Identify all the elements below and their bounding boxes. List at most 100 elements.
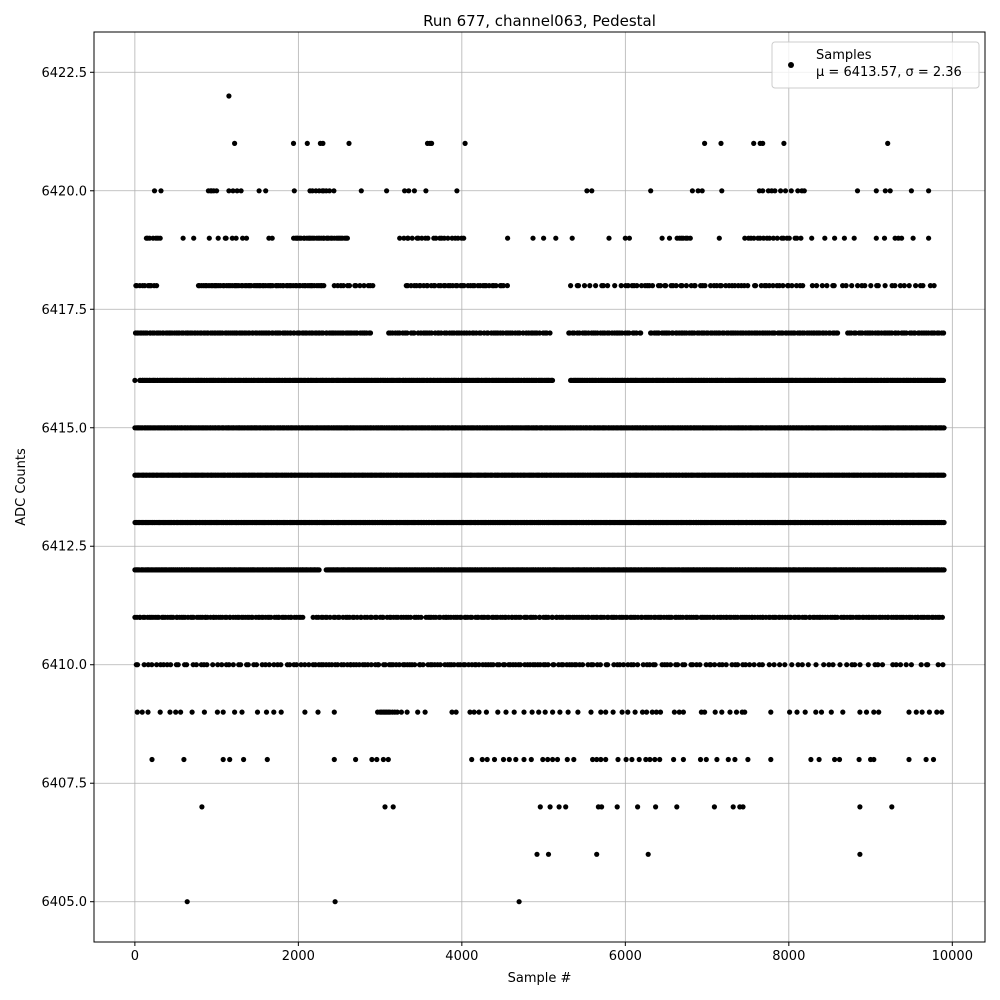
scatter-point <box>813 662 819 668</box>
scatter-point <box>502 662 508 668</box>
scatter-point <box>537 804 543 810</box>
scatter-point <box>745 756 751 763</box>
scatter-point <box>617 662 623 668</box>
scatter-point <box>550 756 556 763</box>
scatter-point <box>837 662 843 668</box>
scatter-point <box>254 709 261 715</box>
scatter-point <box>605 662 611 668</box>
scatter-point <box>173 709 179 715</box>
scatter-point <box>239 709 245 715</box>
scatter-point <box>469 614 475 620</box>
scatter-point <box>564 756 570 763</box>
scatter-point <box>149 662 155 668</box>
scatter-point <box>408 614 414 620</box>
scatter-point <box>865 662 871 668</box>
scatter-point <box>645 851 651 857</box>
scatter-point <box>856 756 862 763</box>
scatter-point <box>506 756 512 763</box>
scatter-point <box>635 804 641 810</box>
scatter-point <box>632 709 638 715</box>
scatter-point <box>139 709 145 715</box>
scatter-point <box>327 614 333 620</box>
scatter-point <box>711 804 718 810</box>
scatter-point <box>719 709 725 715</box>
scatter-point <box>906 709 912 715</box>
scatter-point <box>491 756 498 763</box>
scatter-point <box>449 709 455 715</box>
scatter-point <box>590 756 596 763</box>
scatter-point <box>332 899 338 905</box>
scatter-point <box>181 756 187 763</box>
scatter-point <box>374 614 380 620</box>
scatter-point <box>694 614 700 620</box>
scatter-point <box>599 804 605 810</box>
scatter-point <box>230 662 236 668</box>
scatter-point <box>462 662 468 668</box>
scatter-point <box>550 709 556 715</box>
scatter-point <box>380 614 386 620</box>
scatter-point <box>816 756 822 763</box>
scatter-point <box>844 662 850 668</box>
scatter-point <box>518 614 524 620</box>
scatter-point <box>747 662 753 668</box>
scatter-point <box>193 662 199 668</box>
scatter-point <box>725 756 731 763</box>
scatter-point <box>220 756 226 763</box>
scatter-point <box>703 756 709 763</box>
scatter-point <box>730 804 736 810</box>
scatter-point <box>597 662 604 668</box>
scatter-point <box>278 662 284 668</box>
scatter-point <box>871 756 877 763</box>
scatter-point <box>742 709 748 715</box>
scatter-point <box>557 709 563 715</box>
scatter-point <box>629 756 635 763</box>
scatter-point <box>759 662 766 668</box>
scatter-point <box>353 756 359 763</box>
scatter-point <box>575 709 581 715</box>
scatter-point <box>649 709 655 715</box>
scatter-point <box>199 804 205 810</box>
scatter-point <box>376 662 382 668</box>
scatter-point <box>714 756 720 763</box>
scatter-point <box>808 756 814 763</box>
scatter-point <box>826 662 832 668</box>
scatter-point <box>636 756 642 763</box>
scatter-point <box>396 662 402 668</box>
scatter-point <box>420 662 426 668</box>
scatter-point <box>394 709 400 715</box>
scatter-point <box>727 709 733 715</box>
scatter-point <box>134 709 140 715</box>
scatter-point <box>813 709 819 715</box>
scatter-point <box>644 709 650 715</box>
scatter-point <box>556 804 562 810</box>
scatter-point <box>643 756 649 763</box>
scatter-point <box>145 709 151 715</box>
scatter-point <box>521 756 527 763</box>
scatter-point <box>503 709 509 715</box>
scatter-point <box>369 614 375 620</box>
scatter-point <box>511 709 517 715</box>
scatter-point <box>908 662 915 668</box>
scatter-point <box>204 662 210 668</box>
scatter-point <box>415 709 421 715</box>
scatter-point <box>794 709 800 715</box>
scatter-point <box>302 709 308 715</box>
scatter-point <box>934 709 940 715</box>
scatter-point <box>690 662 696 668</box>
scatter-point <box>264 756 270 763</box>
scatter-point <box>623 756 629 763</box>
scatter-point <box>167 709 173 715</box>
scatter-point <box>529 709 535 715</box>
scatter-point <box>708 662 714 668</box>
scatter-point <box>374 756 380 763</box>
scatter-point <box>619 709 625 715</box>
scatter-point <box>263 709 270 715</box>
scatter-point <box>356 662 362 668</box>
scatter-point <box>598 756 604 763</box>
scatter-point <box>201 709 207 715</box>
scatter-point <box>615 756 621 763</box>
scatter-point <box>367 330 374 336</box>
scatter-point <box>398 709 404 715</box>
scatter-point <box>828 709 834 715</box>
scatter-point <box>697 756 704 763</box>
